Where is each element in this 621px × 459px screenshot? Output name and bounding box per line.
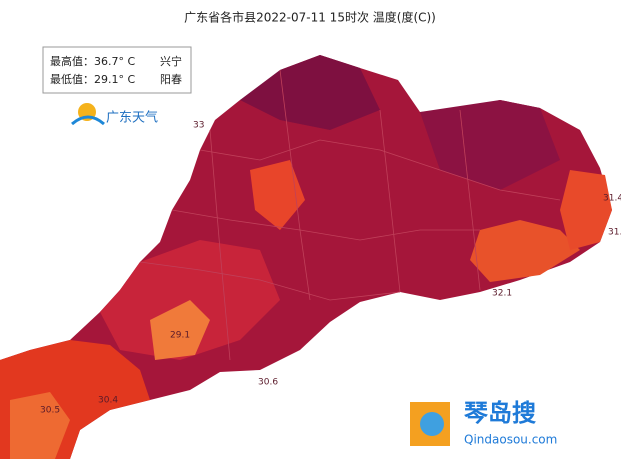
- min-place: 阳春: [160, 73, 182, 86]
- logo-text: 广东天气: [106, 110, 158, 126]
- map-label: 31.4: [603, 194, 621, 204]
- stats-box: [42, 46, 192, 94]
- boundary-line: [209, 129, 231, 361]
- region-light: [10, 392, 70, 459]
- region-orange: [250, 160, 305, 230]
- region-light: [150, 300, 210, 360]
- map-label: 32.1: [492, 289, 512, 299]
- boundary-line: [459, 109, 481, 291]
- map-label: 29.1: [170, 331, 190, 341]
- map-label: 30.6: [258, 378, 278, 388]
- boundary-line: [199, 139, 561, 201]
- region-hot: [240, 55, 380, 130]
- map-title: 广东省各市县2022-07-11 15时次 温度(度(C)): [184, 10, 436, 25]
- map-label: 31.8: [608, 228, 621, 238]
- region-orange: [560, 170, 612, 250]
- boundary-line: [139, 261, 401, 301]
- map-label: 30.4: [98, 396, 118, 406]
- map-label: 30.5: [40, 406, 60, 416]
- watermark-icon-circle: [420, 412, 444, 436]
- region-hot: [420, 100, 560, 190]
- boundary-line: [279, 69, 311, 301]
- region-orange: [470, 220, 580, 282]
- watermark: 琴岛搜 Qindaosou.com: [410, 399, 557, 447]
- watermark-name: 琴岛搜: [464, 399, 536, 427]
- logo-wave: [71, 115, 105, 126]
- boundaries: [139, 69, 561, 361]
- map-label: 33: [193, 121, 204, 131]
- boundary-line: [379, 109, 401, 293]
- boundary-line: [171, 209, 480, 241]
- min-label: 最低值：29.1° C: [50, 73, 135, 86]
- max-label: 最高值：36.7° C: [50, 54, 135, 68]
- watermark-url: Qindaosou.com: [464, 433, 557, 447]
- max-place: 兴宁: [160, 54, 182, 68]
- map-labels: 33 29.1 31.8 31.4 32.1 30.6 30.5 30.4: [40, 121, 621, 416]
